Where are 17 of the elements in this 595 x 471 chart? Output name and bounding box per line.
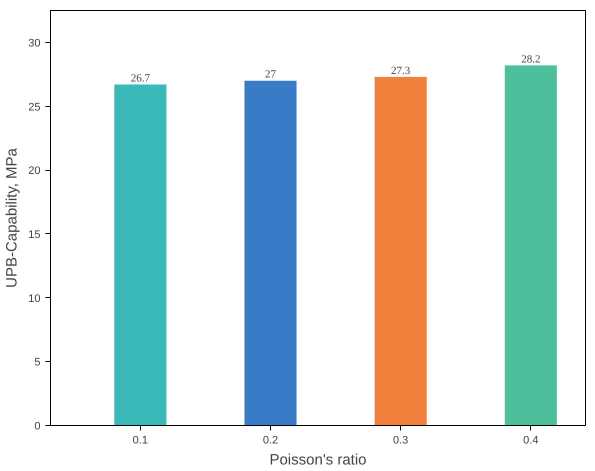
y-tick-label: 25 [28, 101, 41, 114]
y-tick-label: 0 [34, 420, 41, 432]
y-tick-label: 10 [28, 292, 41, 305]
data-label: 27.3 [391, 64, 411, 77]
y-tick-label: 15 [28, 228, 41, 241]
y-tick-label: 30 [28, 37, 41, 50]
x-tick-label: 0.2 [262, 434, 278, 446]
data-label: 26.7 [130, 72, 150, 85]
y-axis-title: UPB-Capability, MPa [3, 147, 20, 288]
data-label: 27 [264, 68, 276, 81]
x-tick-label: 0.1 [132, 434, 148, 446]
x-axis-title: Poisson's ratio [269, 452, 367, 468]
x-tick-label: 0.4 [523, 434, 538, 446]
x-tick-label: 0.3 [393, 434, 408, 446]
y-tick-label: 20 [28, 165, 41, 178]
y-tick-label: 5 [34, 356, 41, 369]
data-label: 28.2 [521, 53, 540, 66]
